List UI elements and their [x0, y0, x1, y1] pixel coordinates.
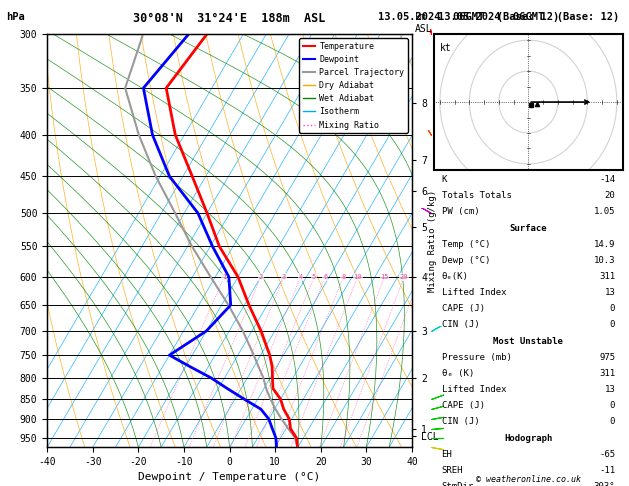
Text: 3: 3: [282, 274, 286, 280]
Text: kt: kt: [440, 43, 452, 53]
Text: 0: 0: [610, 401, 615, 410]
Text: 13: 13: [604, 385, 615, 394]
Text: © weatheronline.co.uk: © weatheronline.co.uk: [476, 474, 581, 484]
Text: 311: 311: [599, 369, 615, 378]
Text: PW (cm): PW (cm): [442, 207, 479, 216]
Text: km
ASL: km ASL: [415, 12, 433, 34]
Text: 20: 20: [400, 274, 408, 280]
Text: CAPE (J): CAPE (J): [442, 401, 484, 410]
Legend: Temperature, Dewpoint, Parcel Trajectory, Dry Adiabat, Wet Adiabat, Isotherm, Mi: Temperature, Dewpoint, Parcel Trajectory…: [299, 38, 408, 133]
Text: 303°: 303°: [594, 482, 615, 486]
Text: 0: 0: [610, 304, 615, 313]
Text: CAPE (J): CAPE (J): [442, 304, 484, 313]
Text: -14: -14: [599, 174, 615, 184]
Text: θₑ(K): θₑ(K): [442, 272, 469, 281]
Text: K: K: [442, 174, 447, 184]
Text: CIN (J): CIN (J): [442, 320, 479, 329]
Text: Lifted Index: Lifted Index: [442, 385, 506, 394]
Text: 5: 5: [312, 274, 316, 280]
Text: 13.05.2024  06GMT  (Base: 12): 13.05.2024 06GMT (Base: 12): [438, 12, 619, 22]
Text: 975: 975: [599, 353, 615, 362]
Text: Pressure (mb): Pressure (mb): [442, 353, 511, 362]
Text: 15: 15: [381, 274, 389, 280]
Text: 10.3: 10.3: [594, 256, 615, 265]
Text: Totals Totals: Totals Totals: [442, 191, 511, 200]
Text: 0: 0: [610, 320, 615, 329]
Text: hPa: hPa: [6, 12, 25, 22]
Text: 1.05: 1.05: [594, 207, 615, 216]
Text: 30°08'N  31°24'E  188m  ASL: 30°08'N 31°24'E 188m ASL: [133, 12, 326, 25]
Text: 2: 2: [259, 274, 263, 280]
Text: 8: 8: [341, 274, 345, 280]
Text: 13.05.2024  06GMT  (Base: 12): 13.05.2024 06GMT (Base: 12): [378, 12, 559, 22]
Text: 0: 0: [610, 417, 615, 426]
Text: Mixing Ratio (g/kg): Mixing Ratio (g/kg): [428, 190, 437, 292]
Text: 4: 4: [299, 274, 303, 280]
Text: 311: 311: [599, 272, 615, 281]
Text: SREH: SREH: [442, 466, 463, 475]
Text: -11: -11: [599, 466, 615, 475]
Text: Hodograph: Hodograph: [504, 434, 552, 443]
Text: -65: -65: [599, 450, 615, 459]
Text: CIN (J): CIN (J): [442, 417, 479, 426]
Text: 10: 10: [353, 274, 362, 280]
Text: EH: EH: [442, 450, 452, 459]
Text: StmDir: StmDir: [442, 482, 474, 486]
Text: θₑ (K): θₑ (K): [442, 369, 474, 378]
X-axis label: Dewpoint / Temperature (°C): Dewpoint / Temperature (°C): [138, 472, 321, 483]
Text: 6: 6: [323, 274, 327, 280]
Text: 14.9: 14.9: [594, 240, 615, 249]
Text: 13: 13: [604, 288, 615, 297]
Text: Most Unstable: Most Unstable: [493, 337, 564, 346]
Text: Surface: Surface: [509, 224, 547, 233]
Text: Dewp (°C): Dewp (°C): [442, 256, 490, 265]
Text: 20: 20: [604, 191, 615, 200]
Text: Lifted Index: Lifted Index: [442, 288, 506, 297]
Text: Temp (°C): Temp (°C): [442, 240, 490, 249]
Text: 1: 1: [222, 274, 226, 280]
